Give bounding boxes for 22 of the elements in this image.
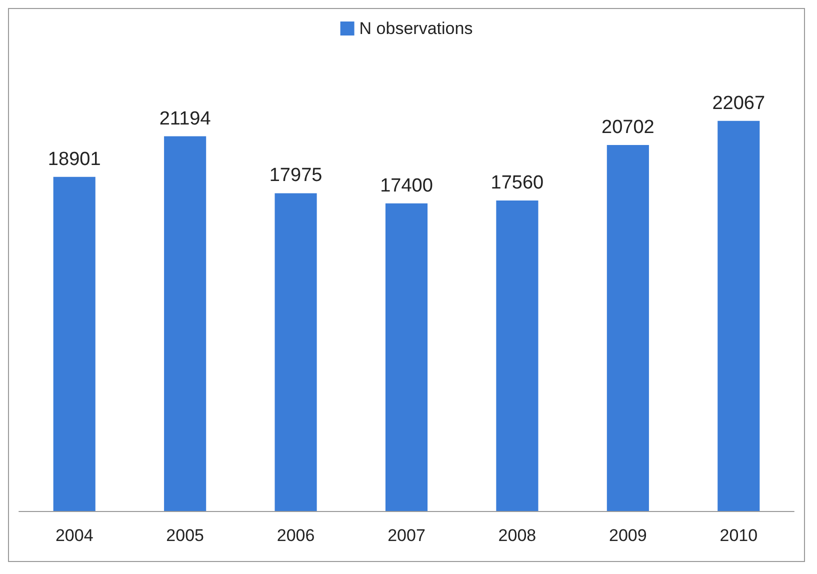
bar — [606, 144, 649, 511]
x-tick-label: 2009 — [609, 526, 647, 545]
data-label: 17400 — [380, 175, 433, 196]
bar — [718, 120, 760, 511]
x-tick-label: 2007 — [388, 526, 426, 545]
data-label: 17975 — [269, 165, 322, 186]
bar — [385, 203, 428, 511]
x-tick-label: 2008 — [498, 526, 536, 545]
data-label: 17560 — [490, 172, 544, 194]
bar — [53, 176, 96, 511]
data-label: 21194 — [159, 108, 212, 130]
bar — [274, 193, 317, 511]
legend-label: N observations — [359, 19, 473, 38]
bar — [164, 136, 206, 511]
x-tick-label: 2006 — [276, 526, 315, 545]
x-tick-label: 2010 — [720, 526, 758, 545]
data-label: 22067 — [712, 92, 766, 114]
x-tick-label: 2004 — [55, 526, 94, 545]
data-label: 18901 — [48, 148, 101, 170]
data-label: 20702 — [602, 116, 654, 138]
bar — [496, 200, 538, 511]
x-tick-label: 2005 — [166, 526, 204, 545]
